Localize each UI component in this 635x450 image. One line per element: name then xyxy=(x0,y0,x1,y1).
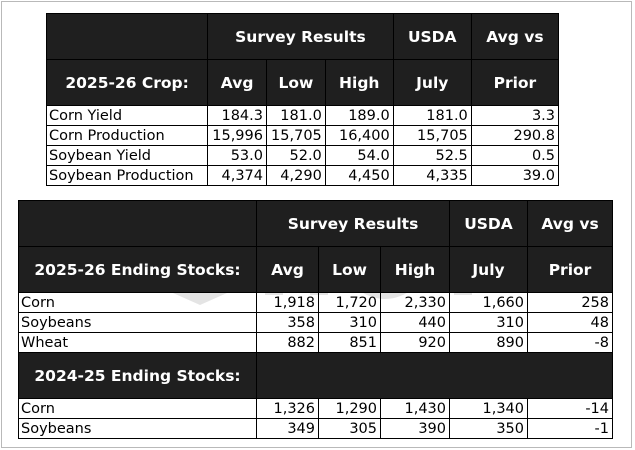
row-label: Corn xyxy=(18,398,257,419)
crop-label-header: 2025-26 Crop: xyxy=(45,59,209,106)
low-cell: 851 xyxy=(318,332,381,353)
high-cell: 4,450 xyxy=(324,165,394,186)
row-label: Wheat xyxy=(18,332,257,353)
high-cell: 920 xyxy=(380,332,450,353)
prior-header: Prior xyxy=(470,59,560,106)
july-cell: 1,660 xyxy=(449,292,528,313)
section-label-2024-25: 2024-25 Ending Stocks: xyxy=(18,352,257,399)
july-cell: 310 xyxy=(449,312,528,333)
avg-cell: 15,996 xyxy=(207,125,267,146)
low-cell: 52.0 xyxy=(266,145,326,166)
avg-cell: 4,374 xyxy=(207,165,267,186)
low-cell: 15,705 xyxy=(266,125,326,146)
july-cell: 52.5 xyxy=(392,145,472,166)
table2-header-top: Survey Results USDA Avg vs xyxy=(18,200,613,247)
prior-cell: 3.3 xyxy=(470,105,560,126)
survey-results-header: Survey Results xyxy=(256,200,450,247)
avg-cell: 882 xyxy=(256,332,319,353)
low-header: Low xyxy=(318,246,381,293)
avg-vs-header: Avg vs xyxy=(527,200,613,247)
header-blank xyxy=(45,13,209,60)
avg-cell: 1,326 xyxy=(256,398,319,419)
high-cell: 189.0 xyxy=(324,105,394,126)
high-cell: 440 xyxy=(380,312,450,333)
table-row: Corn Production 15,996 15,705 16,400 15,… xyxy=(45,125,560,146)
low-cell: 1,290 xyxy=(318,398,381,419)
table-row: Corn Yield 184.3 181.0 189.0 181.0 3.3 xyxy=(45,105,560,126)
high-cell: 54.0 xyxy=(324,145,394,166)
usda-header: USDA xyxy=(392,13,472,60)
avg-header: Avg xyxy=(256,246,319,293)
high-cell: 390 xyxy=(380,418,450,439)
prior-cell: 39.0 xyxy=(470,165,560,186)
avg-cell: 358 xyxy=(256,312,319,333)
high-header: High xyxy=(324,59,394,106)
row-label: Soybean Yield xyxy=(45,145,209,166)
prior-cell: -14 xyxy=(527,398,613,419)
avg-cell: 1,918 xyxy=(256,292,319,313)
low-header: Low xyxy=(266,59,326,106)
prior-header: Prior xyxy=(527,246,613,293)
survey-results-header: Survey Results xyxy=(207,13,394,60)
table-row: Soybean Production 4,374 4,290 4,450 4,3… xyxy=(45,165,560,186)
july-cell: 350 xyxy=(449,418,528,439)
avg-header: Avg xyxy=(207,59,267,106)
high-cell: 2,330 xyxy=(380,292,450,313)
july-cell: 15,705 xyxy=(392,125,472,146)
row-label: Soybean Production xyxy=(45,165,209,186)
high-header: High xyxy=(380,246,450,293)
avg-cell: 53.0 xyxy=(207,145,267,166)
table-row: Corn 1,918 1,720 2,330 1,660 258 xyxy=(18,292,613,313)
prior-cell: 290.8 xyxy=(470,125,560,146)
section-header-blank xyxy=(256,352,613,399)
row-label: Corn Production xyxy=(45,125,209,146)
table1-header-top: Survey Results USDA Avg vs xyxy=(45,13,560,60)
prior-cell: -8 xyxy=(527,332,613,353)
ending-stocks-label-header: 2025-26 Ending Stocks: xyxy=(18,246,257,293)
prior-cell: 258 xyxy=(527,292,613,313)
low-cell: 1,720 xyxy=(318,292,381,313)
usda-header: USDA xyxy=(449,200,528,247)
row-label: Corn xyxy=(18,292,257,313)
ending-stocks-table: Survey Results USDA Avg vs 2025-26 Endin… xyxy=(18,200,613,439)
table-row: Soybeans 358 310 440 310 48 xyxy=(18,312,613,333)
high-cell: 1,430 xyxy=(380,398,450,419)
section-header-2024-25: 2024-25 Ending Stocks: xyxy=(18,352,613,399)
july-cell: 4,335 xyxy=(392,165,472,186)
table-row: Soybean Yield 53.0 52.0 54.0 52.5 0.5 xyxy=(45,145,560,166)
table-row: Corn 1,326 1,290 1,430 1,340 -14 xyxy=(18,398,613,419)
prior-cell: -1 xyxy=(527,418,613,439)
high-cell: 16,400 xyxy=(324,125,394,146)
low-cell: 4,290 xyxy=(266,165,326,186)
avg-cell: 184.3 xyxy=(207,105,267,126)
prior-cell: 48 xyxy=(527,312,613,333)
header-blank xyxy=(18,200,257,247)
table-row: Wheat 882 851 920 890 -8 xyxy=(18,332,613,353)
low-cell: 310 xyxy=(318,312,381,333)
row-label: Soybeans xyxy=(18,418,257,439)
row-label: Soybeans xyxy=(18,312,257,333)
july-cell: 890 xyxy=(449,332,528,353)
crop-survey-table: Survey Results USDA Avg vs 2025-26 Crop:… xyxy=(45,13,560,186)
avg-vs-header: Avg vs xyxy=(470,13,560,60)
row-label: Corn Yield xyxy=(45,105,209,126)
table2-header-bottom: 2025-26 Ending Stocks: Avg Low High July… xyxy=(18,246,613,293)
prior-cell: 0.5 xyxy=(470,145,560,166)
avg-cell: 349 xyxy=(256,418,319,439)
july-header: July xyxy=(449,246,528,293)
july-cell: 181.0 xyxy=(392,105,472,126)
low-cell: 181.0 xyxy=(266,105,326,126)
july-header: July xyxy=(392,59,472,106)
table1-header-bottom: 2025-26 Crop: Avg Low High July Prior xyxy=(45,59,560,106)
table-row: Soybeans 349 305 390 350 -1 xyxy=(18,418,613,439)
low-cell: 305 xyxy=(318,418,381,439)
july-cell: 1,340 xyxy=(449,398,528,419)
